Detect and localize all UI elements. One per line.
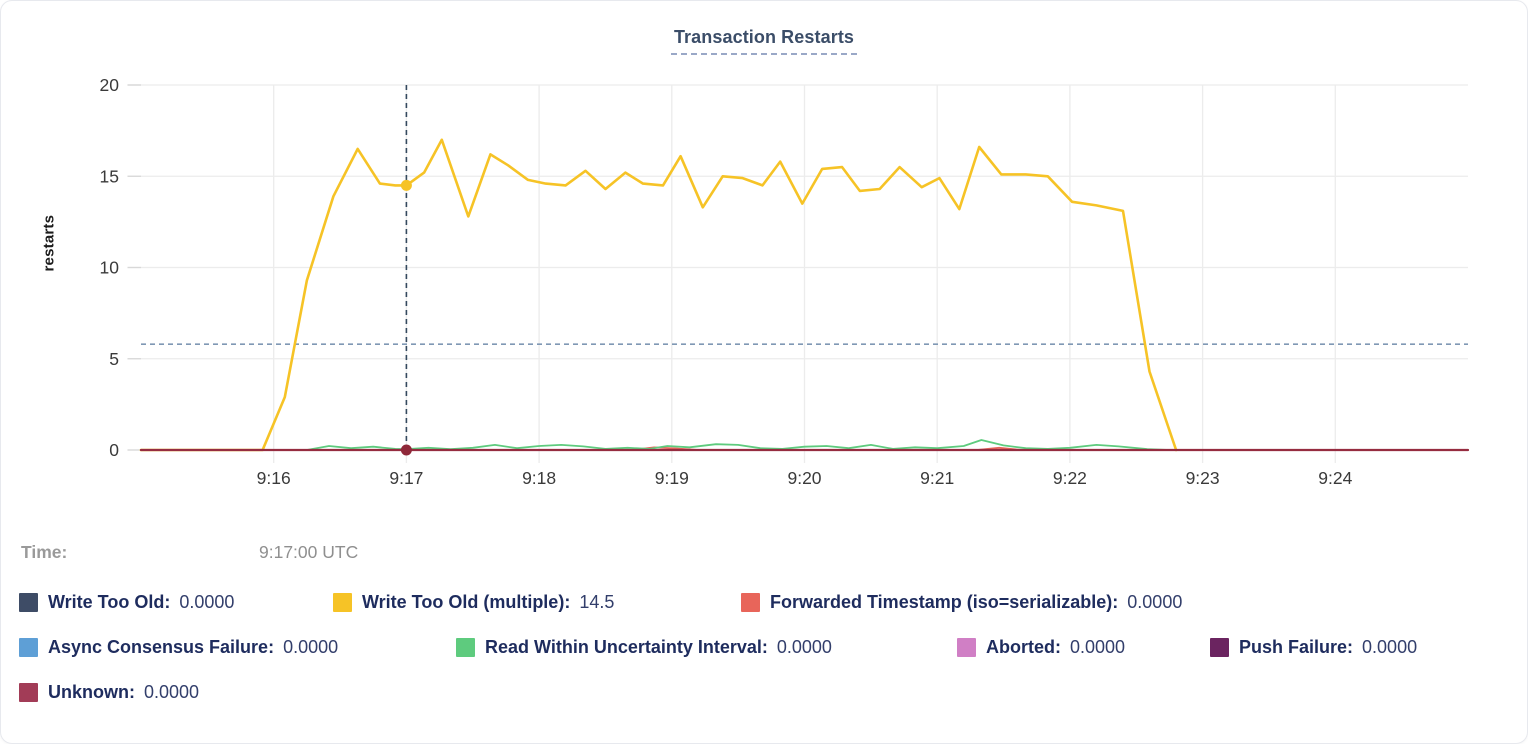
restart-chart-svg[interactable]: 0 5 10 15 20 9:16 9:17 9:18 9:19 9:20 9:21 9:22 9:23… (1, 1, 1528, 521)
legend-value: 0.0000 (179, 591, 235, 612)
push-failure-swatch (1210, 637, 1229, 657)
svg-text:9:18: 9:18 (522, 468, 556, 488)
legend-item-write-too-old-multiple[interactable]: Write Too Old (multiple): 14.5 (333, 592, 741, 613)
chart-header: Transaction Restarts (1, 27, 1527, 55)
svg-text:15: 15 (100, 166, 119, 186)
legend-item-forwarded-timestamp[interactable]: Forwarded Timestamp (iso=serializable): … (741, 592, 1182, 613)
legend-item-read-within-uncertainty[interactable]: Read Within Uncertainty Interval: 0.0000 (456, 637, 957, 658)
legend-value: 0.0000 (1070, 636, 1126, 657)
aborted-swatch (957, 637, 976, 657)
legend-item-push-failure[interactable]: Push Failure: 0.0000 (1210, 637, 1417, 658)
legend-label: Push Failure: (1239, 636, 1354, 657)
svg-text:0: 0 (109, 440, 119, 460)
legend-value: 14.5 (579, 591, 615, 612)
svg-text:9:20: 9:20 (787, 468, 821, 488)
svg-text:5: 5 (109, 349, 119, 369)
legend-label: Write Too Old (multiple): (362, 591, 571, 612)
svg-text:9:16: 9:16 (257, 468, 291, 488)
legend-label: Read Within Uncertainty Interval: (485, 636, 768, 657)
unknown-swatch (19, 682, 38, 702)
hover-time-value: 9:17:00 UTC (259, 542, 359, 562)
svg-text:20: 20 (100, 75, 120, 95)
legend-label: Aborted: (986, 636, 1061, 657)
legend-label: Unknown: (48, 681, 135, 702)
forwarded-timestamp-swatch (741, 592, 760, 612)
write-too-old-swatch (19, 592, 38, 612)
legend-row-2: Async Consensus Failure: 0.0000 Read Wit… (19, 635, 1513, 659)
write-too-old-multiple-swatch (333, 592, 352, 612)
legend-value: 0.0000 (776, 636, 832, 657)
legend-item-async-consensus-failure[interactable]: Async Consensus Failure: 0.0000 (19, 637, 456, 658)
legend-label: Async Consensus Failure: (48, 636, 275, 657)
legend-value: 0.0000 (283, 636, 339, 657)
legend-value: 0.0000 (1362, 636, 1418, 657)
legend-row-3: Unknown: 0.0000 (19, 680, 1513, 704)
legend-value: 0.0000 (144, 681, 200, 702)
legend-label: Write Too Old: (48, 591, 171, 612)
svg-text:9:21: 9:21 (920, 468, 954, 488)
legend-label: Forwarded Timestamp (iso=serializable): (770, 591, 1119, 612)
svg-text:9:19: 9:19 (655, 468, 689, 488)
legend-item-write-too-old[interactable]: Write Too Old: 0.0000 (19, 592, 333, 613)
hover-time-row: Time: 9:17:00 UTC (21, 542, 358, 563)
legend-item-aborted[interactable]: Aborted: 0.0000 (957, 637, 1210, 658)
legend-item-unknown[interactable]: Unknown: 0.0000 (19, 682, 199, 703)
legend-row-1: Write Too Old: 0.0000 Write Too Old (mul… (19, 590, 1513, 614)
svg-text:10: 10 (100, 258, 120, 278)
svg-text:9:24: 9:24 (1318, 468, 1352, 488)
hover-time-label: Time: (21, 542, 68, 562)
async-consensus-failure-swatch (19, 637, 38, 657)
svg-text:9:17: 9:17 (389, 468, 423, 488)
chart-title[interactable]: Transaction Restarts (670, 27, 858, 55)
svg-text:9:23: 9:23 (1186, 468, 1220, 488)
read-within-uncertainty-swatch (456, 637, 475, 657)
legend-value: 0.0000 (1127, 591, 1183, 612)
svg-text:9:22: 9:22 (1053, 468, 1087, 488)
